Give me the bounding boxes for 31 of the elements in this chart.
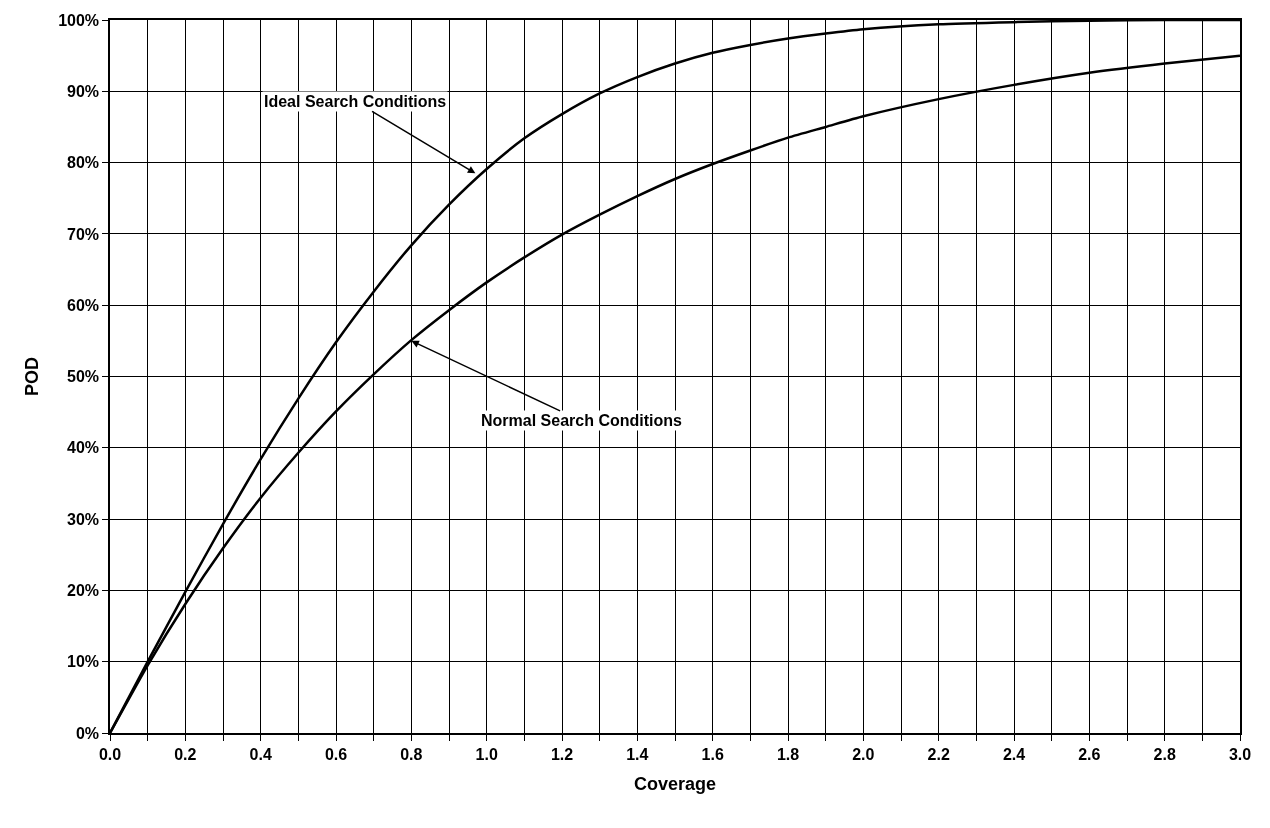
y-tick-label: 80% [67,154,100,172]
x-tick-label: 2.6 [1078,745,1101,763]
x-tick-label: 0.8 [400,745,423,763]
y-tick-label: 0% [75,724,100,742]
x-tick-label: 1.6 [701,745,724,763]
y-tick-label: 90% [67,82,100,100]
x-tick-label: 1.4 [626,745,649,763]
x-tick-label: 2.0 [852,745,875,763]
x-tick-label: 1.2 [550,745,574,763]
y-tick-label: 10% [67,653,100,671]
y-axis-title: POD [21,356,42,397]
x-tick-label: 2.2 [927,745,950,763]
y-tick-label: 40% [67,439,100,457]
x-tick-label: 2.8 [1153,745,1176,763]
x-tick-label: 1.0 [475,745,498,763]
y-tick-label: 100% [58,11,100,29]
y-tick-label: 60% [67,296,100,314]
x-tick-label: 3.0 [1228,745,1252,763]
x-tick-label: 0.0 [98,745,122,763]
x-axis-title: Coverage [633,773,717,794]
x-tick-label: 0.6 [324,745,348,763]
y-tick-label: 70% [67,225,100,243]
y-tick-label: 50% [67,368,100,386]
annotation: Ideal Search Conditions [264,93,447,110]
x-tick-label: 0.2 [174,745,197,763]
x-tick-label: 1.8 [776,745,800,763]
y-tick-label: 20% [67,582,100,599]
y-tick-label: 30% [67,510,100,528]
x-tick-label: 2.4 [1002,745,1026,763]
x-tick-label: 0.4 [249,745,272,763]
annotation: Normal Search Conditions [481,412,683,429]
